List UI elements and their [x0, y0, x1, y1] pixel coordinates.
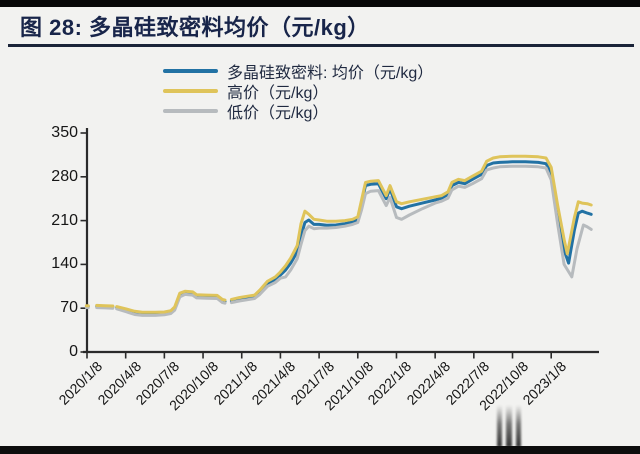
- title-underline: [8, 44, 634, 47]
- series-line-high-price: [95, 303, 115, 308]
- legend-item-high: 高价（元/kg）: [163, 81, 433, 102]
- bottom-letterbox-bar: [0, 446, 640, 454]
- series-line-high-price: [229, 154, 593, 301]
- legend-line-swatch-high: [163, 89, 218, 93]
- y-tick-label: 140: [51, 255, 78, 273]
- top-letterbox-bar: [0, 0, 640, 7]
- figure-title: 图 28: 多晶硅致密料均价（元/kg）: [20, 15, 370, 40]
- chart-legend: 多晶硅致密料: 均价（元/kg） 高价（元/kg） 低价（元/kg）: [163, 61, 434, 122]
- series-line-low-price: [95, 306, 115, 310]
- legend-label-low: 低价（元/kg）: [227, 105, 329, 122]
- y-tick-label: 70: [60, 299, 78, 317]
- y-tick-label: 350: [51, 124, 78, 141]
- series-line-high-price: [115, 289, 227, 314]
- y-tick-label: 0: [69, 343, 78, 360]
- watermark-smudge-artifact: [495, 405, 523, 447]
- series-line-avg-price: [229, 160, 593, 303]
- legend-label-high: 高价（元/kg）: [227, 85, 329, 102]
- legend-line-swatch-avg: [163, 69, 218, 73]
- legend-item-low: 低价（元/kg）: [163, 101, 433, 122]
- legend-line-swatch-low: [163, 109, 218, 113]
- series-line-low-price: [229, 164, 593, 305]
- legend-item-avg: 多晶硅致密料: 均价（元/kg）: [163, 61, 434, 82]
- legend-label-avg: 多晶硅致密料: 均价（元/kg）: [227, 65, 434, 82]
- y-tick-label: 280: [51, 167, 78, 185]
- y-tick-label: 210: [51, 211, 78, 229]
